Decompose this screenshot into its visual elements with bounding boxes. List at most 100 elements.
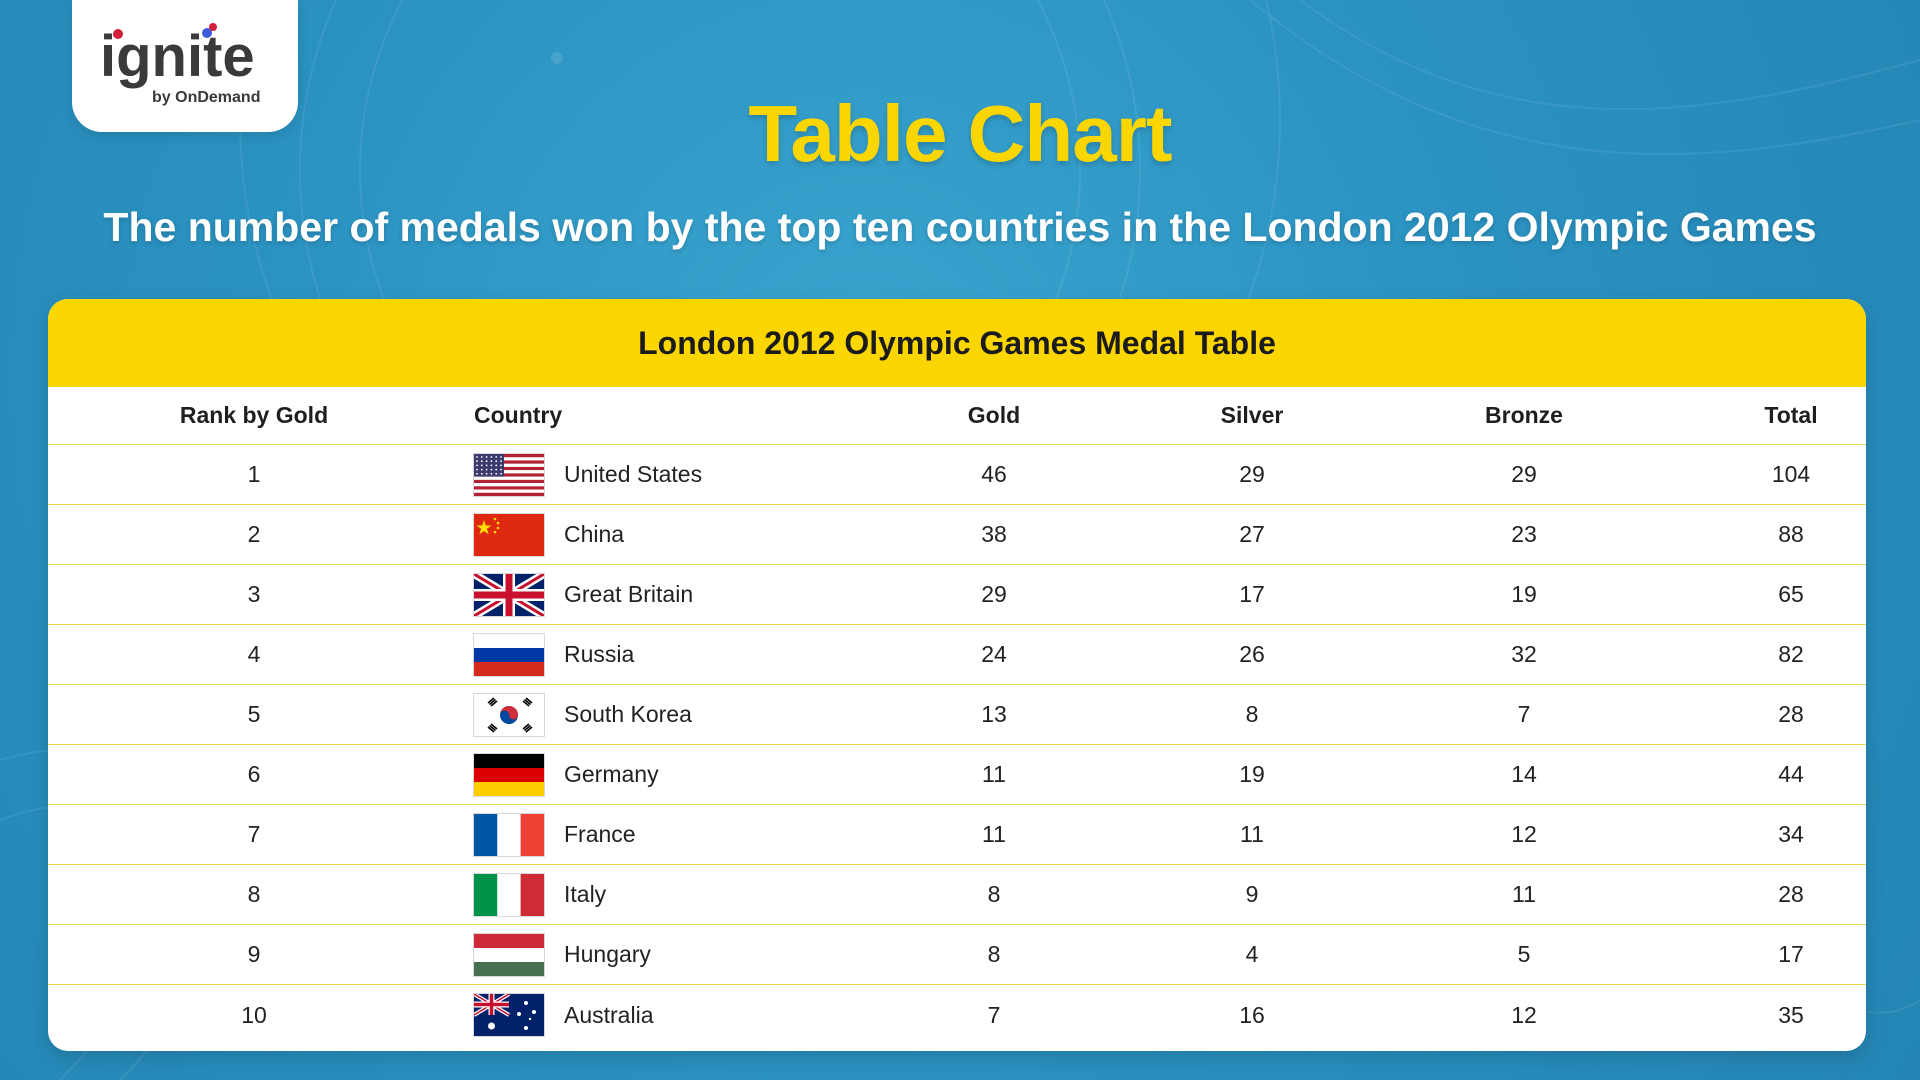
page-title: Table Chart bbox=[748, 89, 1172, 178]
bronze-cell: 19 bbox=[1511, 581, 1537, 607]
table-row: 6 Germany 11 19 14 44 bbox=[48, 745, 1866, 805]
rank-cell: 8 bbox=[247, 881, 261, 907]
gold-cell: 11 bbox=[982, 761, 1006, 787]
total-cell: 34 bbox=[1778, 821, 1804, 847]
gold-cell: 8 bbox=[987, 941, 1001, 967]
australia-flag-icon bbox=[474, 994, 544, 1036]
total-cell: 35 bbox=[1778, 1001, 1804, 1028]
table-row: 9 Hungary 8 4 5 17 bbox=[48, 925, 1866, 985]
silver-cell: 9 bbox=[1245, 881, 1259, 907]
country-name: France bbox=[564, 821, 636, 847]
silver-cell: 8 bbox=[1245, 701, 1259, 727]
silver-cell: 16 bbox=[1239, 1001, 1265, 1028]
column-header-gold: Gold bbox=[967, 402, 1021, 428]
bronze-cell: 12 bbox=[1511, 1001, 1537, 1028]
us-flag-icon bbox=[474, 453, 544, 496]
germany-flag-icon bbox=[474, 753, 544, 796]
gold-cell: 11 bbox=[982, 821, 1006, 847]
rank-cell: 4 bbox=[247, 641, 261, 667]
country-name: Great Britain bbox=[564, 581, 694, 607]
gold-cell: 29 bbox=[981, 581, 1007, 607]
country-cell: Russia bbox=[474, 625, 894, 684]
table-header-row: Rank by Gold Country Gold Silver Bronze … bbox=[48, 387, 1866, 445]
silver-cell: 4 bbox=[1245, 941, 1259, 967]
italy-flag-icon bbox=[474, 873, 544, 916]
rank-cell: 2 bbox=[247, 521, 261, 547]
china-flag-icon bbox=[474, 513, 544, 556]
rank-cell: 3 bbox=[247, 581, 261, 607]
logo-tagline: by OnDemand bbox=[152, 89, 260, 106]
country-cell: Germany bbox=[474, 745, 894, 804]
total-cell: 28 bbox=[1778, 701, 1804, 727]
column-header-bronze: Bronze bbox=[1485, 402, 1563, 428]
country-name: Australia bbox=[564, 1001, 654, 1028]
medal-table: Rank by Gold Country Gold Silver Bronze … bbox=[48, 387, 1866, 1045]
country-cell: Italy bbox=[474, 865, 894, 924]
silver-cell: 26 bbox=[1239, 641, 1265, 667]
south-korea-flag-icon bbox=[474, 693, 544, 736]
gold-cell: 13 bbox=[981, 701, 1007, 727]
rank-cell: 6 bbox=[247, 761, 261, 787]
rank-cell: 1 bbox=[247, 461, 261, 487]
column-header-silver: Silver bbox=[1220, 402, 1284, 428]
silver-cell: 29 bbox=[1239, 461, 1265, 487]
country-name: South Korea bbox=[564, 701, 692, 727]
rank-cell: 9 bbox=[247, 941, 261, 967]
france-flag-icon bbox=[474, 813, 544, 856]
table-row: 8 Italy 8 9 11 28 bbox=[48, 865, 1866, 925]
country-cell: Hungary bbox=[474, 925, 894, 984]
total-cell: 82 bbox=[1778, 641, 1804, 667]
bronze-cell: 32 bbox=[1511, 641, 1537, 667]
country-cell: South Korea bbox=[474, 685, 894, 744]
rank-cell: 7 bbox=[247, 821, 261, 847]
country-name: Italy bbox=[564, 881, 607, 907]
gold-cell: 24 bbox=[981, 641, 1007, 667]
total-cell: 44 bbox=[1778, 761, 1804, 787]
total-cell: 28 bbox=[1778, 881, 1804, 907]
country-cell: United States bbox=[474, 445, 894, 504]
rank-cell: 10 bbox=[241, 1001, 267, 1028]
medal-table-card: London 2012 Olympic Games Medal Table Ra… bbox=[48, 299, 1866, 1051]
silver-cell: 11 bbox=[1240, 821, 1264, 847]
silver-cell: 19 bbox=[1239, 761, 1265, 787]
bronze-cell: 5 bbox=[1517, 941, 1531, 967]
logo-card[interactable]: ignite by OnDemand bbox=[72, 0, 298, 132]
table-row: 3 Great Britain 29 17 19 65 bbox=[48, 565, 1866, 625]
table-row: 10 Australia 7 16 12 35 bbox=[48, 985, 1866, 1045]
country-name: Hungary bbox=[564, 941, 651, 967]
country-cell: Australia bbox=[474, 985, 894, 1045]
country-cell: Great Britain bbox=[474, 565, 894, 624]
table-row: 7 France 11 11 12 34 bbox=[48, 805, 1866, 865]
ignite-logo: ignite by OnDemand bbox=[100, 23, 260, 106]
country-cell: China bbox=[474, 505, 894, 564]
country-name: Russia bbox=[564, 641, 635, 667]
gold-cell: 8 bbox=[987, 881, 1001, 907]
hungary-flag-icon bbox=[474, 933, 544, 976]
gold-cell: 38 bbox=[981, 521, 1007, 547]
bronze-cell: 23 bbox=[1511, 521, 1537, 547]
column-header-total: Total bbox=[1764, 402, 1818, 428]
russia-flag-icon bbox=[474, 633, 544, 676]
silver-cell: 27 bbox=[1239, 521, 1265, 547]
gold-cell: 7 bbox=[987, 1001, 1001, 1028]
uk-flag-icon bbox=[474, 573, 544, 616]
bronze-cell: 29 bbox=[1511, 461, 1537, 487]
country-name: United States bbox=[564, 461, 703, 487]
table-row: 1 United States 46 29 29 104 bbox=[48, 445, 1866, 505]
page-subtitle: The number of medals won by the top ten … bbox=[103, 204, 1817, 250]
total-cell: 104 bbox=[1771, 461, 1811, 487]
column-header-country: Country bbox=[474, 402, 563, 428]
bronze-cell: 12 bbox=[1511, 821, 1537, 847]
country-name: China bbox=[564, 521, 625, 547]
gold-cell: 46 bbox=[981, 461, 1007, 487]
column-header-rank: Rank by Gold bbox=[179, 402, 329, 428]
bronze-cell: 7 bbox=[1517, 701, 1531, 727]
country-name: Germany bbox=[564, 761, 659, 787]
country-cell: France bbox=[474, 805, 894, 864]
table-row: 2 China 38 27 23 88 bbox=[48, 505, 1866, 565]
bronze-cell: 14 bbox=[1511, 761, 1537, 787]
total-cell: 65 bbox=[1778, 581, 1804, 607]
table-title: London 2012 Olympic Games Medal Table bbox=[48, 299, 1866, 387]
table-row: 5 South Korea 13 8 7 28 bbox=[48, 685, 1866, 745]
silver-cell: 17 bbox=[1239, 581, 1265, 607]
